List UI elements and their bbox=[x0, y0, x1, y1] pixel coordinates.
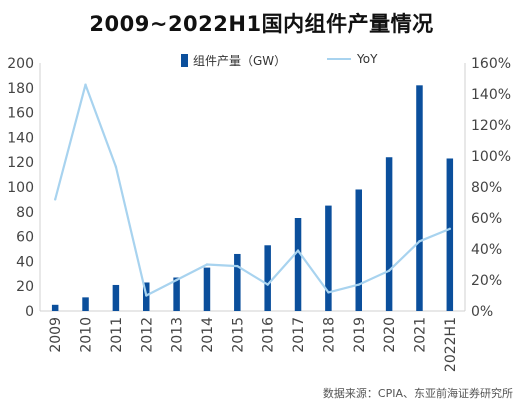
bar bbox=[355, 189, 362, 311]
yoy-point bbox=[145, 294, 148, 297]
bar bbox=[294, 218, 302, 311]
bar bbox=[143, 282, 150, 311]
bar bbox=[173, 277, 180, 311]
yoy-point bbox=[296, 249, 300, 252]
y-right-tick-label: 80% bbox=[471, 180, 502, 196]
y-left-tick-label: 60 bbox=[16, 230, 34, 246]
yoy-point bbox=[387, 269, 391, 272]
legend-line-swatch bbox=[327, 58, 351, 60]
bar bbox=[416, 85, 423, 311]
x-tick-label: 2020 bbox=[382, 317, 398, 353]
y-left-tick-label: 160 bbox=[7, 106, 34, 122]
y-left-tick-label: 20 bbox=[16, 279, 34, 295]
x-tick-label: 2019 bbox=[352, 317, 368, 353]
yoy-line bbox=[54, 83, 451, 297]
bar bbox=[446, 158, 454, 311]
chart-title: 2009~2022H1国内组件产量情况 bbox=[89, 12, 434, 36]
yoy-point bbox=[448, 227, 452, 231]
bar bbox=[234, 253, 241, 311]
source-note: 数据来源：CPIA、东亚前海证券研究所 bbox=[322, 387, 513, 400]
legend-line-label: YoY bbox=[357, 52, 378, 66]
yoy-point bbox=[418, 240, 421, 243]
bar bbox=[112, 284, 120, 311]
yoy-point bbox=[266, 283, 269, 286]
y-right-tick-label: 40% bbox=[471, 242, 502, 258]
bar bbox=[325, 205, 332, 311]
y-right-tick-label: 20% bbox=[471, 273, 502, 289]
x-tick-label: 2013 bbox=[170, 317, 186, 353]
y-right-tick-label: 140% bbox=[471, 87, 511, 103]
y-left-tick-label: 40 bbox=[16, 254, 34, 270]
x-tick-label: 2015 bbox=[230, 317, 246, 353]
yoy-point bbox=[357, 283, 360, 286]
bar bbox=[51, 304, 59, 311]
yoy-point bbox=[114, 165, 118, 169]
x-tick-label: 2010 bbox=[79, 317, 95, 353]
y-left-tick-label: 200 bbox=[7, 56, 34, 72]
x-tick-label: 2022H1 bbox=[443, 317, 459, 372]
y-left-tick-label: 0 bbox=[25, 304, 34, 320]
bar bbox=[203, 267, 211, 311]
x-tick-label: 2018 bbox=[321, 317, 337, 353]
legend-bar-swatch bbox=[181, 54, 188, 67]
yoy-point bbox=[175, 278, 178, 282]
chart-legend: 组件产量（GW） YoY bbox=[0, 52, 523, 72]
legend-bar-entry: 组件产量（GW） bbox=[181, 52, 286, 69]
x-tick-label: 2012 bbox=[139, 317, 155, 353]
y-left-tick-label: 140 bbox=[7, 130, 34, 146]
y-right-tick-label: 160% bbox=[471, 56, 511, 72]
y-right-tick-label: 60% bbox=[471, 211, 502, 227]
x-tick-label: 2014 bbox=[200, 317, 216, 353]
yoy-point bbox=[84, 83, 87, 86]
legend-line-entry: YoY bbox=[327, 52, 377, 66]
yoy-point bbox=[327, 291, 330, 294]
y-left-tick-label: 100 bbox=[7, 180, 34, 196]
x-tick-label: 2021 bbox=[412, 317, 428, 353]
yoy-point bbox=[205, 263, 209, 266]
bar bbox=[385, 157, 393, 311]
yoy-point bbox=[53, 198, 57, 201]
x-tick-label: 2009 bbox=[48, 317, 64, 353]
y-left-tick-label: 80 bbox=[16, 205, 34, 221]
x-tick-label: 2017 bbox=[291, 317, 307, 353]
y-right-tick-label: 120% bbox=[471, 118, 511, 134]
y-right-tick-label: 0% bbox=[471, 304, 493, 320]
y-left-tick-label: 120 bbox=[7, 155, 34, 171]
x-tick-label: 2016 bbox=[261, 317, 277, 353]
yoy-point bbox=[236, 264, 239, 268]
y-left-tick-label: 180 bbox=[7, 81, 34, 97]
bar bbox=[264, 245, 271, 311]
y-right-tick-label: 100% bbox=[471, 149, 511, 165]
legend-bar-label: 组件产量（GW） bbox=[193, 54, 287, 68]
bar bbox=[82, 297, 89, 311]
x-tick-label: 2011 bbox=[109, 317, 125, 353]
